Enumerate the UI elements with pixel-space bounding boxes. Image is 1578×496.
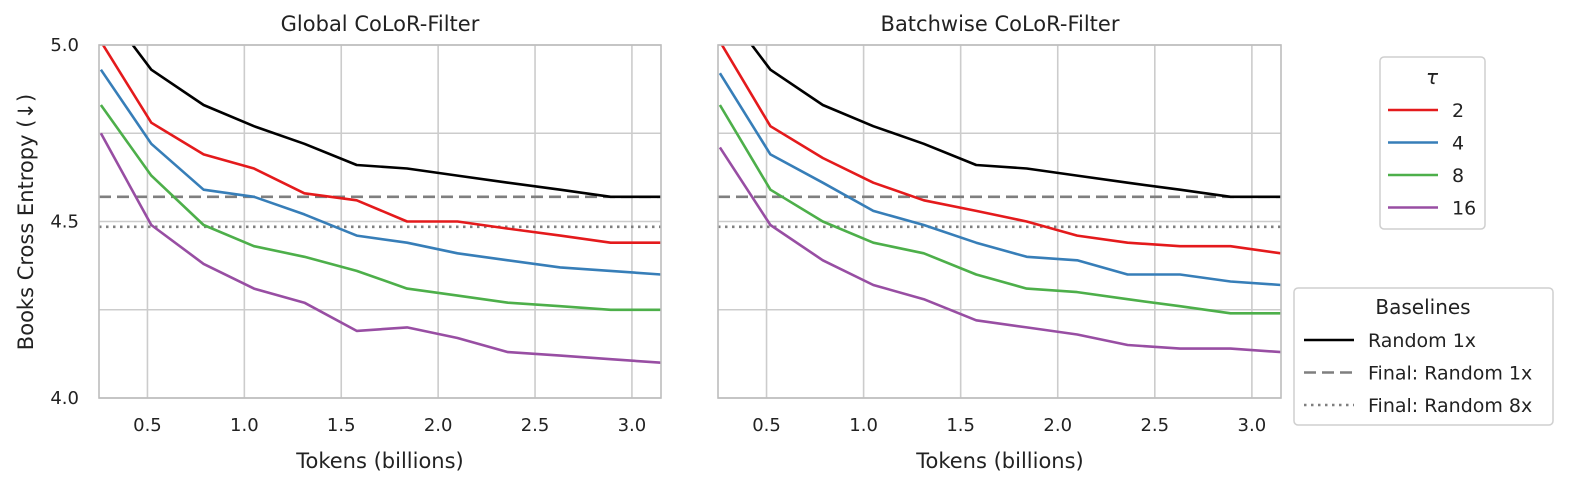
left-x-axis-label: Tokens (billions) [295, 449, 464, 473]
right-data-area [718, 45, 1281, 354]
right-series-random-1x [750, 45, 1281, 199]
left-x-tick-label: 0.5 [133, 415, 162, 436]
left-y-tick-label: 4.5 [50, 212, 79, 233]
left-plot: 0.5 1.0 1.5 2.0 2.5 3.0 4.0 4.5 5.0 [50, 35, 662, 436]
left-x-tick-label: 3.0 [618, 415, 647, 436]
left-data-area [99, 45, 661, 364]
left-axes-frame [98, 44, 662, 399]
tau-legend-item-label: 4 [1452, 133, 1464, 155]
left-panel-title: Global CoLoR-Filter [281, 12, 480, 36]
right-series-2 [720, 45, 1281, 255]
left-series-2 [101, 45, 661, 244]
baselines-legend-item-label: Random 1x [1368, 330, 1476, 352]
left-series-8 [99, 104, 661, 312]
right-axes-frame [717, 44, 1282, 399]
right-plot: 0.5 1.0 1.5 2.0 2.5 3.0 [717, 44, 1282, 436]
baselines-legend-item-label: Final: Random 1x [1368, 363, 1532, 385]
baselines-legend: Baselines Random 1x Final: Random 1x Final… [1293, 287, 1554, 426]
tau-legend: τ 2 4 8 16 [1379, 56, 1486, 230]
tau-legend-item-label: 2 [1452, 100, 1464, 122]
tau-legend-title: τ [1426, 65, 1439, 89]
left-x-tick-label: 2.0 [424, 415, 453, 436]
right-x-tick-label: 1.5 [946, 415, 975, 436]
left-x-tick-label: 2.5 [521, 415, 550, 436]
left-series-4 [99, 68, 661, 276]
right-x-tick-label: 2.5 [1140, 415, 1169, 436]
right-x-tick-label: 2.0 [1043, 415, 1072, 436]
baselines-legend-title: Baselines [1375, 295, 1470, 319]
right-series-8 [718, 104, 1281, 315]
baselines-legend-item-label: Final: Random 8x [1368, 395, 1532, 417]
right-x-tick-label: 0.5 [752, 415, 781, 436]
tau-legend-item-label: 8 [1452, 165, 1464, 187]
left-series-random-1x [131, 45, 661, 199]
right-series-4 [718, 72, 1281, 287]
left-x-tick-label: 1.5 [327, 415, 356, 436]
left-y-tick-label: 5.0 [50, 35, 79, 56]
right-series-16 [718, 146, 1281, 354]
y-axis-label: Books Cross Entropy (↓) [14, 94, 38, 350]
right-x-tick-label: 1.0 [849, 415, 878, 436]
right-x-axis-label: Tokens (billions) [915, 449, 1084, 473]
left-y-tick-label: 4.0 [50, 388, 79, 409]
right-x-tick-label: 3.0 [1238, 415, 1267, 436]
baselines-legend-frame [1293, 287, 1554, 426]
left-x-tick-label: 1.0 [230, 415, 259, 436]
right-panel-title: Batchwise CoLoR-Filter [881, 12, 1120, 36]
left-series-16 [99, 132, 661, 364]
tau-legend-item-label: 16 [1452, 198, 1476, 220]
